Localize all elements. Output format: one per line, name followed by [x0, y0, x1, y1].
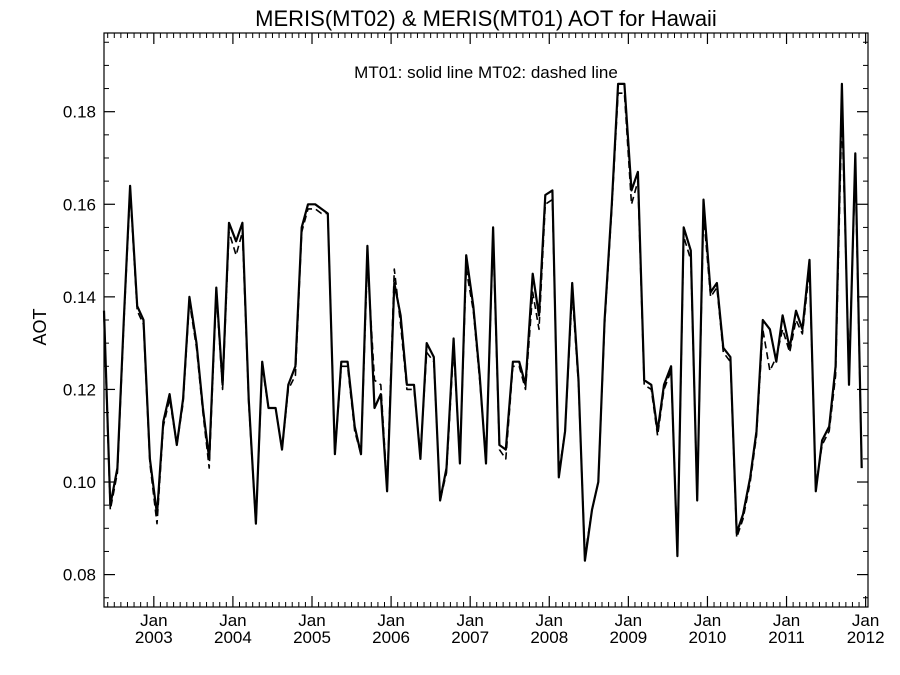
y-axis-label: AOT: [30, 308, 50, 345]
x-tick-month-label: Jan: [377, 611, 404, 630]
x-tick-month-label: Jan: [773, 611, 800, 630]
x-tick-year-label: 2011: [768, 628, 805, 647]
y-tick-label: 0.08: [63, 566, 96, 585]
y-tick-label: 0.16: [63, 195, 96, 214]
x-tick-month-label: Jan: [140, 611, 167, 630]
series-layer: [102, 82, 863, 562]
x-tick-year-label: 2008: [530, 628, 568, 647]
series-line-mt02: [103, 92, 863, 557]
x-tick-year-label: 2007: [451, 628, 489, 647]
legend-annotation: MT01: solid line MT02: dashed line: [354, 63, 618, 82]
x-tick-year-label: 2003: [135, 628, 173, 647]
x-tick-year-label: 2004: [214, 628, 252, 647]
chart-title: MERIS(MT02) & MERIS(MT01) AOT for Hawaii: [255, 6, 717, 31]
x-tick-month-label: Jan: [219, 611, 246, 630]
x-tick-month-label: Jan: [536, 611, 563, 630]
x-tick-month-label: Jan: [298, 611, 325, 630]
y-tick-label: 0.18: [63, 103, 96, 122]
x-tick-month-label: Jan: [694, 611, 721, 630]
x-tick-year-label: 2009: [609, 628, 647, 647]
x-tick-year-label: 2012: [847, 628, 885, 647]
y-tick-label: 0.12: [63, 380, 96, 399]
x-tick-month-label: Jan: [615, 611, 642, 630]
y-tick-label: 0.14: [63, 288, 96, 307]
x-tick-month-label: Jan: [456, 611, 483, 630]
y-tick-label: 0.10: [63, 473, 96, 492]
x-tick-year-label: 2006: [372, 628, 410, 647]
axis-ticks: 0.080.100.120.140.160.18Jan2003Jan2004Ja…: [63, 33, 885, 647]
series-line-mt01: [102, 82, 863, 562]
x-tick-year-label: 2005: [293, 628, 331, 647]
x-tick-month-label: Jan: [852, 611, 879, 630]
x-tick-year-label: 2010: [689, 628, 727, 647]
